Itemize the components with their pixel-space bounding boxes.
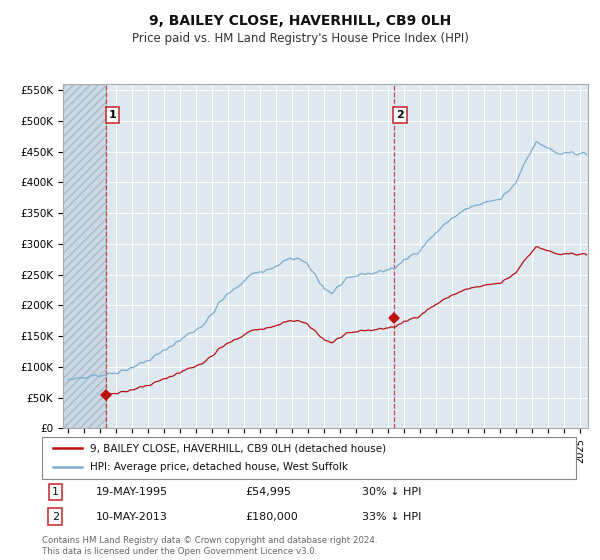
Text: 9, BAILEY CLOSE, HAVERHILL, CB9 0LH: 9, BAILEY CLOSE, HAVERHILL, CB9 0LH [149,14,451,28]
Text: Contains HM Land Registry data © Crown copyright and database right 2024.
This d: Contains HM Land Registry data © Crown c… [42,536,377,556]
Text: Price paid vs. HM Land Registry's House Price Index (HPI): Price paid vs. HM Land Registry's House … [131,31,469,45]
Text: HPI: Average price, detached house, West Suffolk: HPI: Average price, detached house, West… [90,463,348,473]
Text: £54,995: £54,995 [245,487,291,497]
Text: 2: 2 [52,512,59,522]
Text: 2: 2 [396,110,404,120]
Text: 19-MAY-1995: 19-MAY-1995 [95,487,167,497]
Text: £180,000: £180,000 [245,512,298,522]
Text: 30% ↓ HPI: 30% ↓ HPI [362,487,422,497]
FancyBboxPatch shape [42,437,576,479]
Text: 1: 1 [52,487,59,497]
Text: 1: 1 [109,110,116,120]
Text: 9, BAILEY CLOSE, HAVERHILL, CB9 0LH (detached house): 9, BAILEY CLOSE, HAVERHILL, CB9 0LH (det… [90,443,386,453]
Text: 10-MAY-2013: 10-MAY-2013 [95,512,167,522]
Text: 33% ↓ HPI: 33% ↓ HPI [362,512,422,522]
Bar [63,84,106,428]
